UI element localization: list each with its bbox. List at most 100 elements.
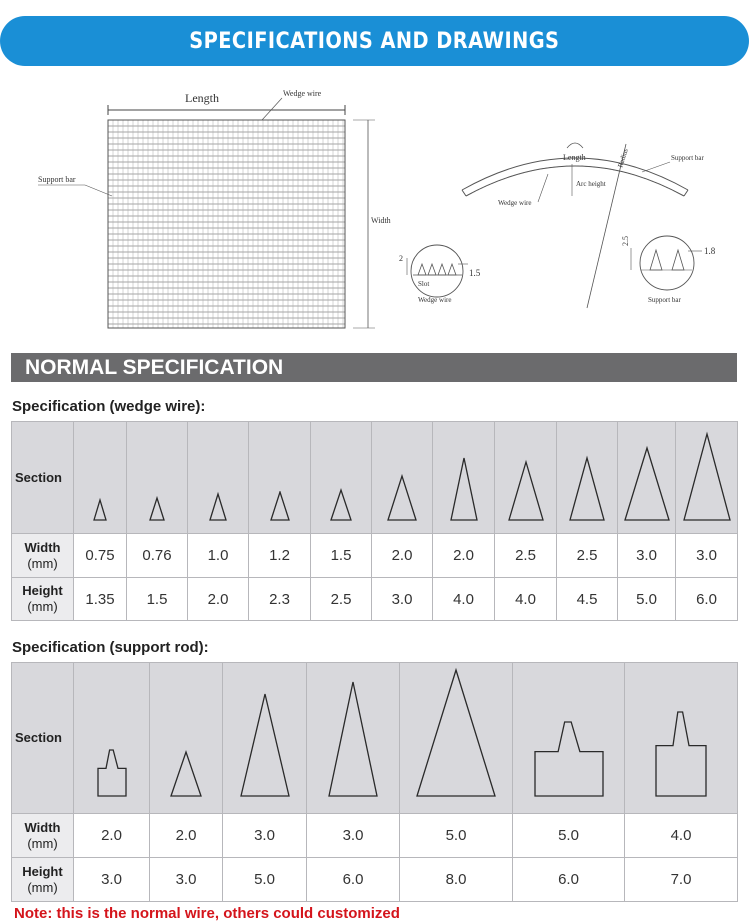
wedge-profile-6-outline <box>387 473 417 521</box>
wedge-profile-3 <box>209 491 227 521</box>
rod-section-cell <box>73 662 150 814</box>
wedge-width-value: 1.0 <box>187 533 249 578</box>
wedge-profile-8-outline <box>507 459 544 521</box>
width-label: Width <box>24 819 61 835</box>
wedge-height-value: 6.0 <box>675 577 738 621</box>
wedge-width-value: 2.0 <box>432 533 495 578</box>
rod-profile-1-outline <box>96 749 127 797</box>
support-rod-table: Section Width (mm) 2.0 2.0 3.0 3.0 5.0 5.0 4.0 … <box>11 662 738 902</box>
rod-width-value: 5.0 <box>512 813 625 858</box>
rod-section-cell <box>306 662 400 814</box>
wedge-section-cell <box>617 421 676 534</box>
width-unit: (mm) <box>27 835 58 851</box>
technical-drawing: Length Wedge wire Width Support bar 2 1.… <box>38 89 716 329</box>
wedge-profile-10 <box>623 445 670 521</box>
wedge-section-cell <box>310 421 372 534</box>
wedge-profile-4 <box>269 491 290 521</box>
rod-profile-6-outline <box>533 721 604 797</box>
dim-1-8-label: 1.8 <box>704 246 716 256</box>
wedge-profile-6 <box>387 473 417 521</box>
rod-section-cell <box>512 662 625 814</box>
rod-height-value: 8.0 <box>399 857 513 902</box>
rod-profile-4 <box>328 681 378 797</box>
height-label: Height <box>22 583 63 598</box>
wedge-profile-11 <box>682 431 731 521</box>
support-rod-heading: Specification (support rod): <box>12 639 209 656</box>
height-unit: (mm) <box>27 599 58 614</box>
height-label: Height <box>22 863 63 879</box>
rod-height-value: 7.0 <box>624 857 738 902</box>
wedge-section-cell <box>675 421 738 534</box>
width-row: Width (mm) 0.75 0.76 1.0 1.2 1.5 2.0 2.0 2.5 2.5 3… <box>11 533 738 578</box>
wedge-section-cell <box>126 421 188 534</box>
rod-section-cell <box>624 662 738 814</box>
dim-2-5-label: 2.5 <box>621 236 630 246</box>
wedge-width-value: 3.0 <box>617 533 676 578</box>
normal-specification-title: NORMAL SPECIFICATION <box>25 355 284 379</box>
rod-section-cell <box>149 662 223 814</box>
wedge-height-value: 2.0 <box>187 577 249 621</box>
rod-profile-6 <box>533 721 604 797</box>
rod-section-cell <box>399 662 513 814</box>
wedge-profile-5-outline <box>330 487 352 521</box>
width-label: Width <box>24 539 61 555</box>
arc-support-bar-label: Support bar <box>671 154 705 162</box>
wedge-profile-9-outline <box>569 455 605 521</box>
wedge-wire-heading: Specification (wedge wire): <box>12 398 206 415</box>
wedge-profile-11-outline <box>682 431 731 521</box>
wedge-profile-4-outline <box>269 491 290 521</box>
rod-profile-5 <box>416 667 496 797</box>
rod-height-value: 6.0 <box>306 857 400 902</box>
wedge-section-cell <box>248 421 311 534</box>
wedge-profile-1-outline <box>93 497 107 521</box>
wedge-profile-2-outline <box>149 495 165 521</box>
height-row: Height (mm) 3.0 3.0 5.0 6.0 8.0 6.0 7.0 <box>11 857 738 902</box>
wedge-section-cell <box>73 421 127 534</box>
rod-height-value: 3.0 <box>149 857 223 902</box>
wedge-height-value: 2.3 <box>248 577 311 621</box>
rod-profile-4-outline <box>328 681 378 797</box>
wedge-profile-3-outline <box>209 491 227 521</box>
rod-profile-7 <box>655 711 707 797</box>
width-label: Width <box>371 216 391 225</box>
rod-width-value: 3.0 <box>306 813 400 858</box>
rod-profile-5-outline <box>416 667 496 797</box>
arc-length-label: Length <box>563 153 586 162</box>
section-label: Section <box>11 662 74 814</box>
wedge-width-value: 3.0 <box>675 533 738 578</box>
wedge-height-value: 4.0 <box>494 577 557 621</box>
section-label: Section <box>11 421 74 534</box>
wedge-height-value: 4.5 <box>556 577 618 621</box>
wedge-section-cell <box>494 421 557 534</box>
wedge-height-value: 2.5 <box>310 577 372 621</box>
arc-height-label: Arc height <box>576 180 606 188</box>
rod-section-cell <box>222 662 307 814</box>
height-row: Height (mm) 1.35 1.5 2.0 2.3 2.5 3.0 4.0 4.0 4.5 5… <box>11 577 738 621</box>
detail-wedge-wire-label: Wedge wire <box>418 296 451 304</box>
dim-1-5-label: 1.5 <box>469 268 481 278</box>
wedge-height-value: 3.0 <box>371 577 433 621</box>
wedge-section-cell <box>432 421 495 534</box>
wedge-width-value: 2.5 <box>556 533 618 578</box>
length-label: Length <box>185 91 219 105</box>
rod-profile-3-outline <box>239 693 290 797</box>
wedge-profile-1 <box>93 497 107 521</box>
wedge-wire-table: Section Width (mm) 0.75 0.76 1.0 1.2 1.5 2.0 2.… <box>11 421 738 621</box>
customization-note: Note: this is the normal wire, others co… <box>14 905 400 922</box>
arc-wedge-wire-label: Wedge wire <box>498 199 531 207</box>
wedge-wire-detail: 2 1.5 Slot Wedge wire <box>399 244 481 304</box>
wedge-profile-10-outline <box>623 445 670 521</box>
wedge-wire-label: Wedge wire <box>283 89 322 98</box>
wedge-height-value: 1.5 <box>126 577 188 621</box>
width-unit: (mm) <box>27 555 58 571</box>
wedge-profile-5 <box>330 487 352 521</box>
rod-profile-1 <box>96 749 127 797</box>
wedge-profile-8 <box>507 459 544 521</box>
height-label-cell: Height (mm) <box>11 577 74 621</box>
wedge-section-cell <box>556 421 618 534</box>
page-title: SPECIFICATIONS AND DRAWINGS <box>189 28 560 54</box>
wedge-width-value: 1.2 <box>248 533 311 578</box>
rod-profile-2-outline <box>170 749 202 797</box>
flat-panel-drawing: Length Wedge wire Width Support bar <box>38 89 391 329</box>
height-label-cell: Height (mm) <box>11 857 74 902</box>
